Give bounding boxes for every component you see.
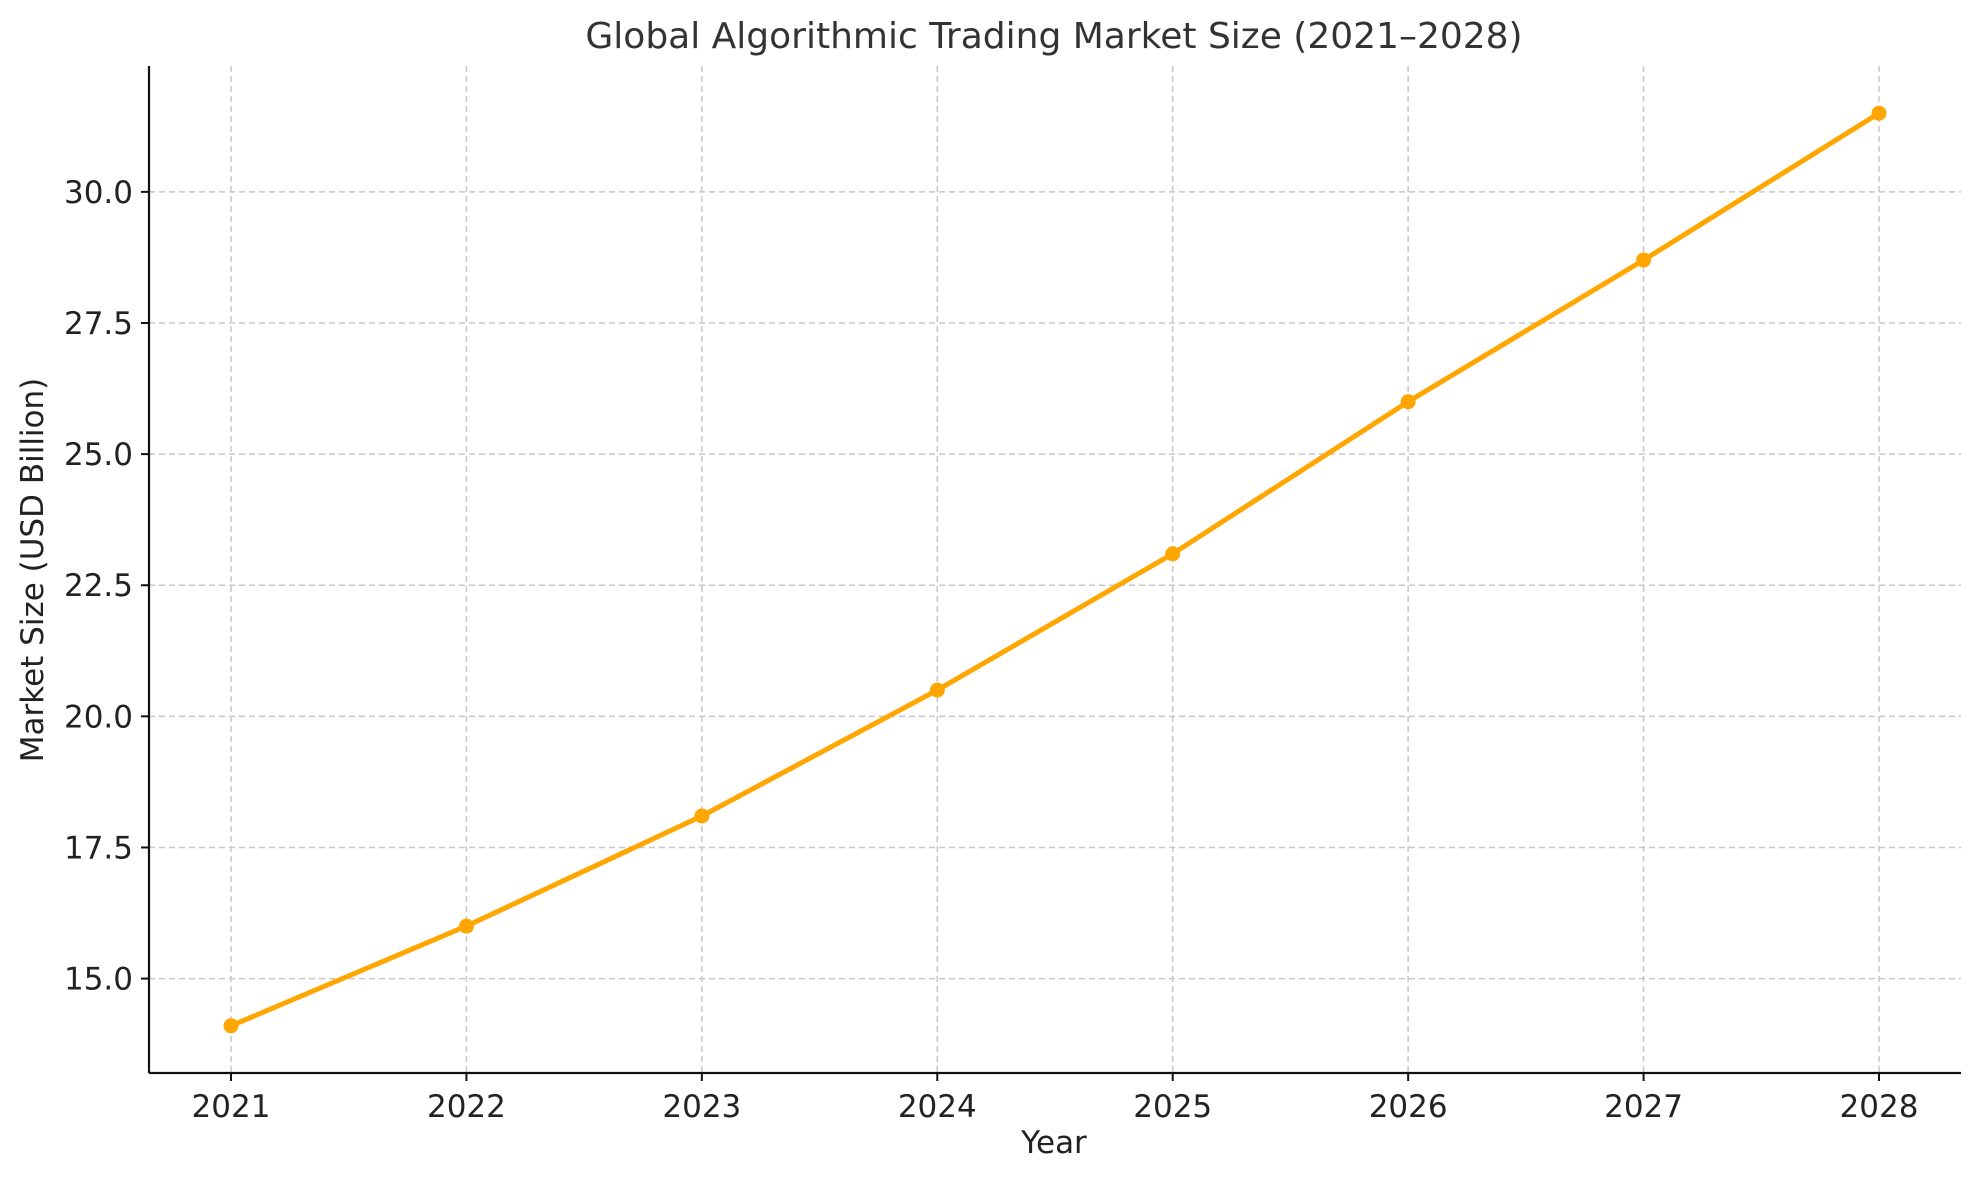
data-point — [1636, 252, 1652, 268]
grid-lines — [149, 66, 1961, 1073]
x-tick-label: 2022 — [427, 1089, 506, 1125]
x-tick-label: 2025 — [1133, 1089, 1212, 1125]
y-axis-label: Market Size (USD Billion) — [15, 378, 51, 763]
axes — [141, 66, 1961, 1081]
tick-labels: 2021 2022 2023 2024 2025 2026 2027 2028 15.0 17.5… — [64, 175, 1918, 1125]
data-point — [694, 808, 710, 824]
data-point — [223, 1018, 239, 1034]
x-tick-label: 2024 — [898, 1089, 977, 1125]
x-tick-label: 2027 — [1604, 1089, 1683, 1125]
y-tick-label: 25.0 — [64, 437, 133, 473]
y-tick-label: 22.5 — [64, 568, 133, 604]
data-point — [1400, 394, 1416, 410]
x-axis-label: Year — [1020, 1125, 1087, 1161]
chart-title: Global Algorithmic Trading Market Size (… — [585, 16, 1522, 57]
series-line — [228, 110, 1882, 1029]
x-tick-label: 2028 — [1840, 1089, 1919, 1125]
y-tick-label: 15.0 — [64, 962, 133, 998]
x-tick-label: 2021 — [192, 1089, 271, 1125]
data-point — [1871, 105, 1887, 121]
data-point — [1165, 546, 1181, 562]
y-tick-label: 17.5 — [64, 830, 133, 866]
x-tick-label: 2023 — [662, 1089, 741, 1125]
data-point — [458, 918, 474, 934]
data-point — [929, 682, 945, 698]
y-tick-label: 27.5 — [64, 306, 133, 342]
y-tick-label: 30.0 — [64, 175, 133, 211]
y-tick-label: 20.0 — [64, 699, 133, 735]
series — [223, 105, 1887, 1034]
x-tick-label: 2026 — [1369, 1089, 1448, 1125]
